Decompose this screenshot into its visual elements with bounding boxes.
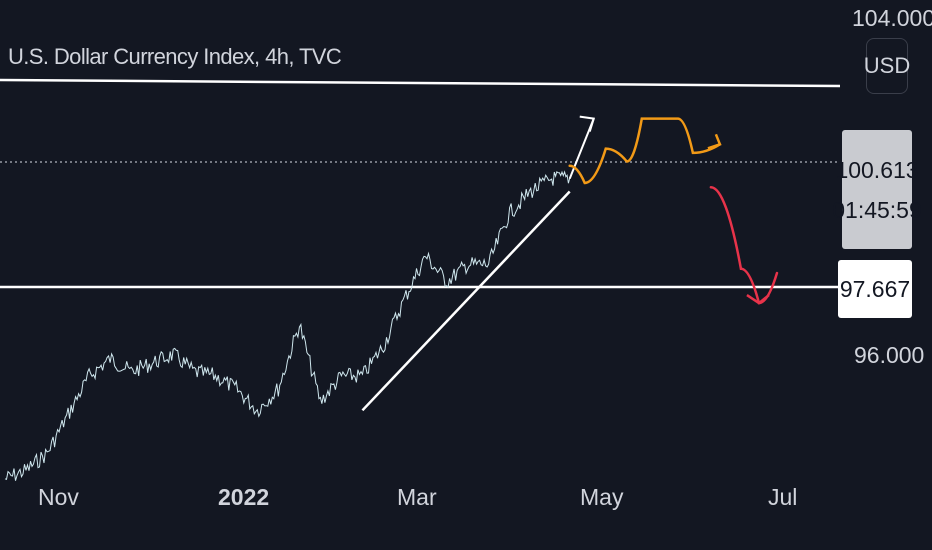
x-tick-nov: Nov [38,484,79,510]
price-tick-bottom: 96.000 [854,342,924,368]
chart-title: U.S. Dollar Currency Index, 4h, TVC [8,44,342,69]
upward-arrow-head [579,115,596,132]
orange-projection-path[interactable] [568,117,722,185]
price-series [4,170,571,481]
resistance-level-line[interactable] [0,78,841,88]
currency-button[interactable]: USD [864,38,910,94]
price-tick-top: 104.000 [852,5,932,31]
price-line [4,170,571,481]
last-price-label: 100.613 01:45:59 [832,130,922,249]
x-tick-mar: Mar [397,484,437,510]
x-tick-jul: Jul [768,484,797,510]
x-tick-may: May [580,484,624,510]
last-price-value: 100.613 [835,156,919,183]
support-level-label: 97.667 [838,260,912,318]
x-tick-2022: 2022 [218,484,269,510]
trendline-drawing[interactable] [361,190,571,412]
red-projection-path[interactable] [709,185,779,305]
bar-countdown: 01:45:59 [832,196,922,223]
orange-arrow-head [707,133,722,150]
red-arrow-head [746,294,770,305]
